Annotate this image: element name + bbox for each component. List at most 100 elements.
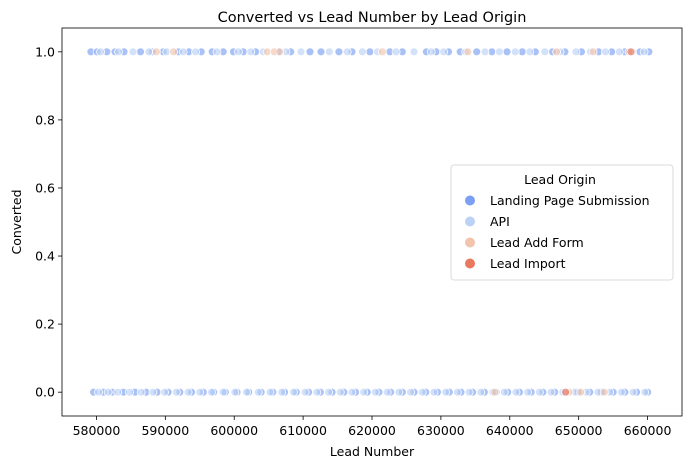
data-point-series-1-9 <box>246 47 256 57</box>
data-point-series-2-0 <box>151 47 161 57</box>
data-point-series-0-18 <box>305 47 315 57</box>
data-point-series-1-79 <box>617 387 626 397</box>
data-point-series-1-59 <box>382 387 392 397</box>
data-point-series-1-67 <box>476 387 486 397</box>
data-point-series-1-41 <box>171 387 181 397</box>
data-point-series-1-49 <box>265 387 275 397</box>
data-point-series-2-7 <box>552 47 561 57</box>
data-point-series-1-57 <box>359 387 369 397</box>
legend-marker-0 <box>465 195 475 206</box>
data-point-series-1-35 <box>103 387 113 397</box>
data-point-series-3-0 <box>561 387 570 397</box>
y-tick-label-1: 0.2 <box>35 317 55 332</box>
data-point-series-1-23 <box>494 47 504 57</box>
x-axis-label: Lead Number <box>330 444 415 459</box>
y-tick-label-5: 1.0 <box>35 44 55 59</box>
x-tick-label-7: 650000 <box>555 423 603 438</box>
data-point-series-1-26 <box>540 47 550 57</box>
data-point-series-1-17 <box>391 47 401 57</box>
data-point-series-1-48 <box>253 387 263 397</box>
data-point-series-1-40 <box>160 387 170 397</box>
x-axis: 580000 590000 600000 610000 620000 630000 6400… <box>73 416 672 438</box>
data-point-series-1-66 <box>464 387 474 397</box>
data-point-series-1-65 <box>452 387 462 397</box>
data-point-series-1-55 <box>335 387 345 397</box>
data-point-series-1-44 <box>207 387 216 397</box>
data-point-series-1-3 <box>144 47 154 57</box>
legend-label-1: API <box>490 214 510 229</box>
data-point-series-1-14 <box>342 47 352 57</box>
legend: Lead Origin Landing Page Submission API Le… <box>450 164 674 281</box>
x-tick-label-3: 610000 <box>279 423 327 438</box>
y-tick-label-3: 0.6 <box>35 180 55 195</box>
data-point-series-0-29 <box>472 47 482 57</box>
x-tick-label-5: 630000 <box>417 423 465 438</box>
data-point-series-1-54 <box>324 387 334 397</box>
data-point-series-1-62 <box>417 387 427 397</box>
legend-marker-3 <box>465 258 475 269</box>
y-tick-label-4: 0.8 <box>35 112 55 127</box>
x-tick-label-4: 620000 <box>348 423 396 438</box>
data-point-series-1-70 <box>511 387 521 397</box>
data-point-series-1-6 <box>191 47 201 57</box>
data-point-series-1-60 <box>394 387 404 397</box>
data-point-series-1-42 <box>183 387 193 397</box>
y-tick-label-2: 0.4 <box>35 249 55 264</box>
chart-title: Converted vs Lead Number by Lead Origin <box>218 10 527 26</box>
data-point-series-1-72 <box>535 387 544 397</box>
y-tick-label-0: 0.0 <box>35 385 55 400</box>
y-axis: 0.0 0.2 0.4 0.6 0.8 1.0 <box>35 44 62 400</box>
data-point-series-1-52 <box>300 387 310 397</box>
data-point-series-1-8 <box>233 47 243 57</box>
data-point-series-1-15 <box>357 47 367 57</box>
x-tick-label-6: 640000 <box>486 423 534 438</box>
data-point-series-1-18 <box>409 47 419 57</box>
data-point-series-1-58 <box>370 387 380 397</box>
data-point-series-1-51 <box>289 387 298 397</box>
data-point-series-1-50 <box>277 387 287 397</box>
data-point-series-1-19 <box>426 47 436 57</box>
data-point-series-1-39 <box>148 387 158 397</box>
data-point-series-1-73 <box>546 387 556 397</box>
data-point-series-2-1 <box>169 47 179 57</box>
data-point-series-1-45 <box>218 387 228 397</box>
data-point-series-1-13 <box>324 47 334 57</box>
legend-label-3: Lead Import <box>490 256 566 271</box>
data-point-series-1-30 <box>601 47 610 57</box>
data-point-series-1-0 <box>96 47 105 57</box>
data-point-series-1-80 <box>628 387 638 397</box>
data-point-series-1-24 <box>510 47 520 57</box>
x-tick-label-8: 660000 <box>624 423 672 438</box>
data-point-series-1-1 <box>114 47 123 57</box>
x-tick-label-2: 600000 <box>210 423 258 438</box>
data-point-series-1-63 <box>429 387 439 397</box>
data-point-series-1-64 <box>441 387 451 397</box>
data-point-series-3-1 <box>626 47 636 57</box>
data-point-series-2-10 <box>490 387 500 397</box>
data-point-series-1-38 <box>136 387 146 397</box>
data-point-series-1-69 <box>499 387 509 397</box>
data-point-series-1-7 <box>212 47 222 57</box>
data-point-series-1-46 <box>230 387 240 397</box>
x-tick-label-0: 580000 <box>73 423 121 438</box>
y-axis-label: Converted <box>9 189 24 254</box>
x-tick-label-1: 590000 <box>141 423 189 438</box>
points-layer <box>86 47 654 397</box>
data-point-series-1-43 <box>195 387 205 397</box>
data-point-series-1-47 <box>242 387 252 397</box>
data-point-series-1-25 <box>525 47 535 57</box>
data-point-series-1-53 <box>312 387 322 397</box>
data-point-series-0-5 <box>136 47 145 57</box>
data-point-series-1-20 <box>439 47 449 57</box>
data-point-series-1-31 <box>614 47 624 57</box>
data-point-series-0-20 <box>334 47 344 57</box>
data-point-series-2-5 <box>377 47 387 57</box>
data-point-series-0-31 <box>502 47 512 57</box>
data-point-series-2-8 <box>588 47 598 57</box>
data-point-series-1-5 <box>178 47 188 57</box>
data-point-series-1-61 <box>406 387 416 397</box>
legend-label-0: Landing Page Submission <box>490 193 650 208</box>
data-point-series-2-6 <box>463 47 473 57</box>
legend-marker-1 <box>465 216 475 227</box>
